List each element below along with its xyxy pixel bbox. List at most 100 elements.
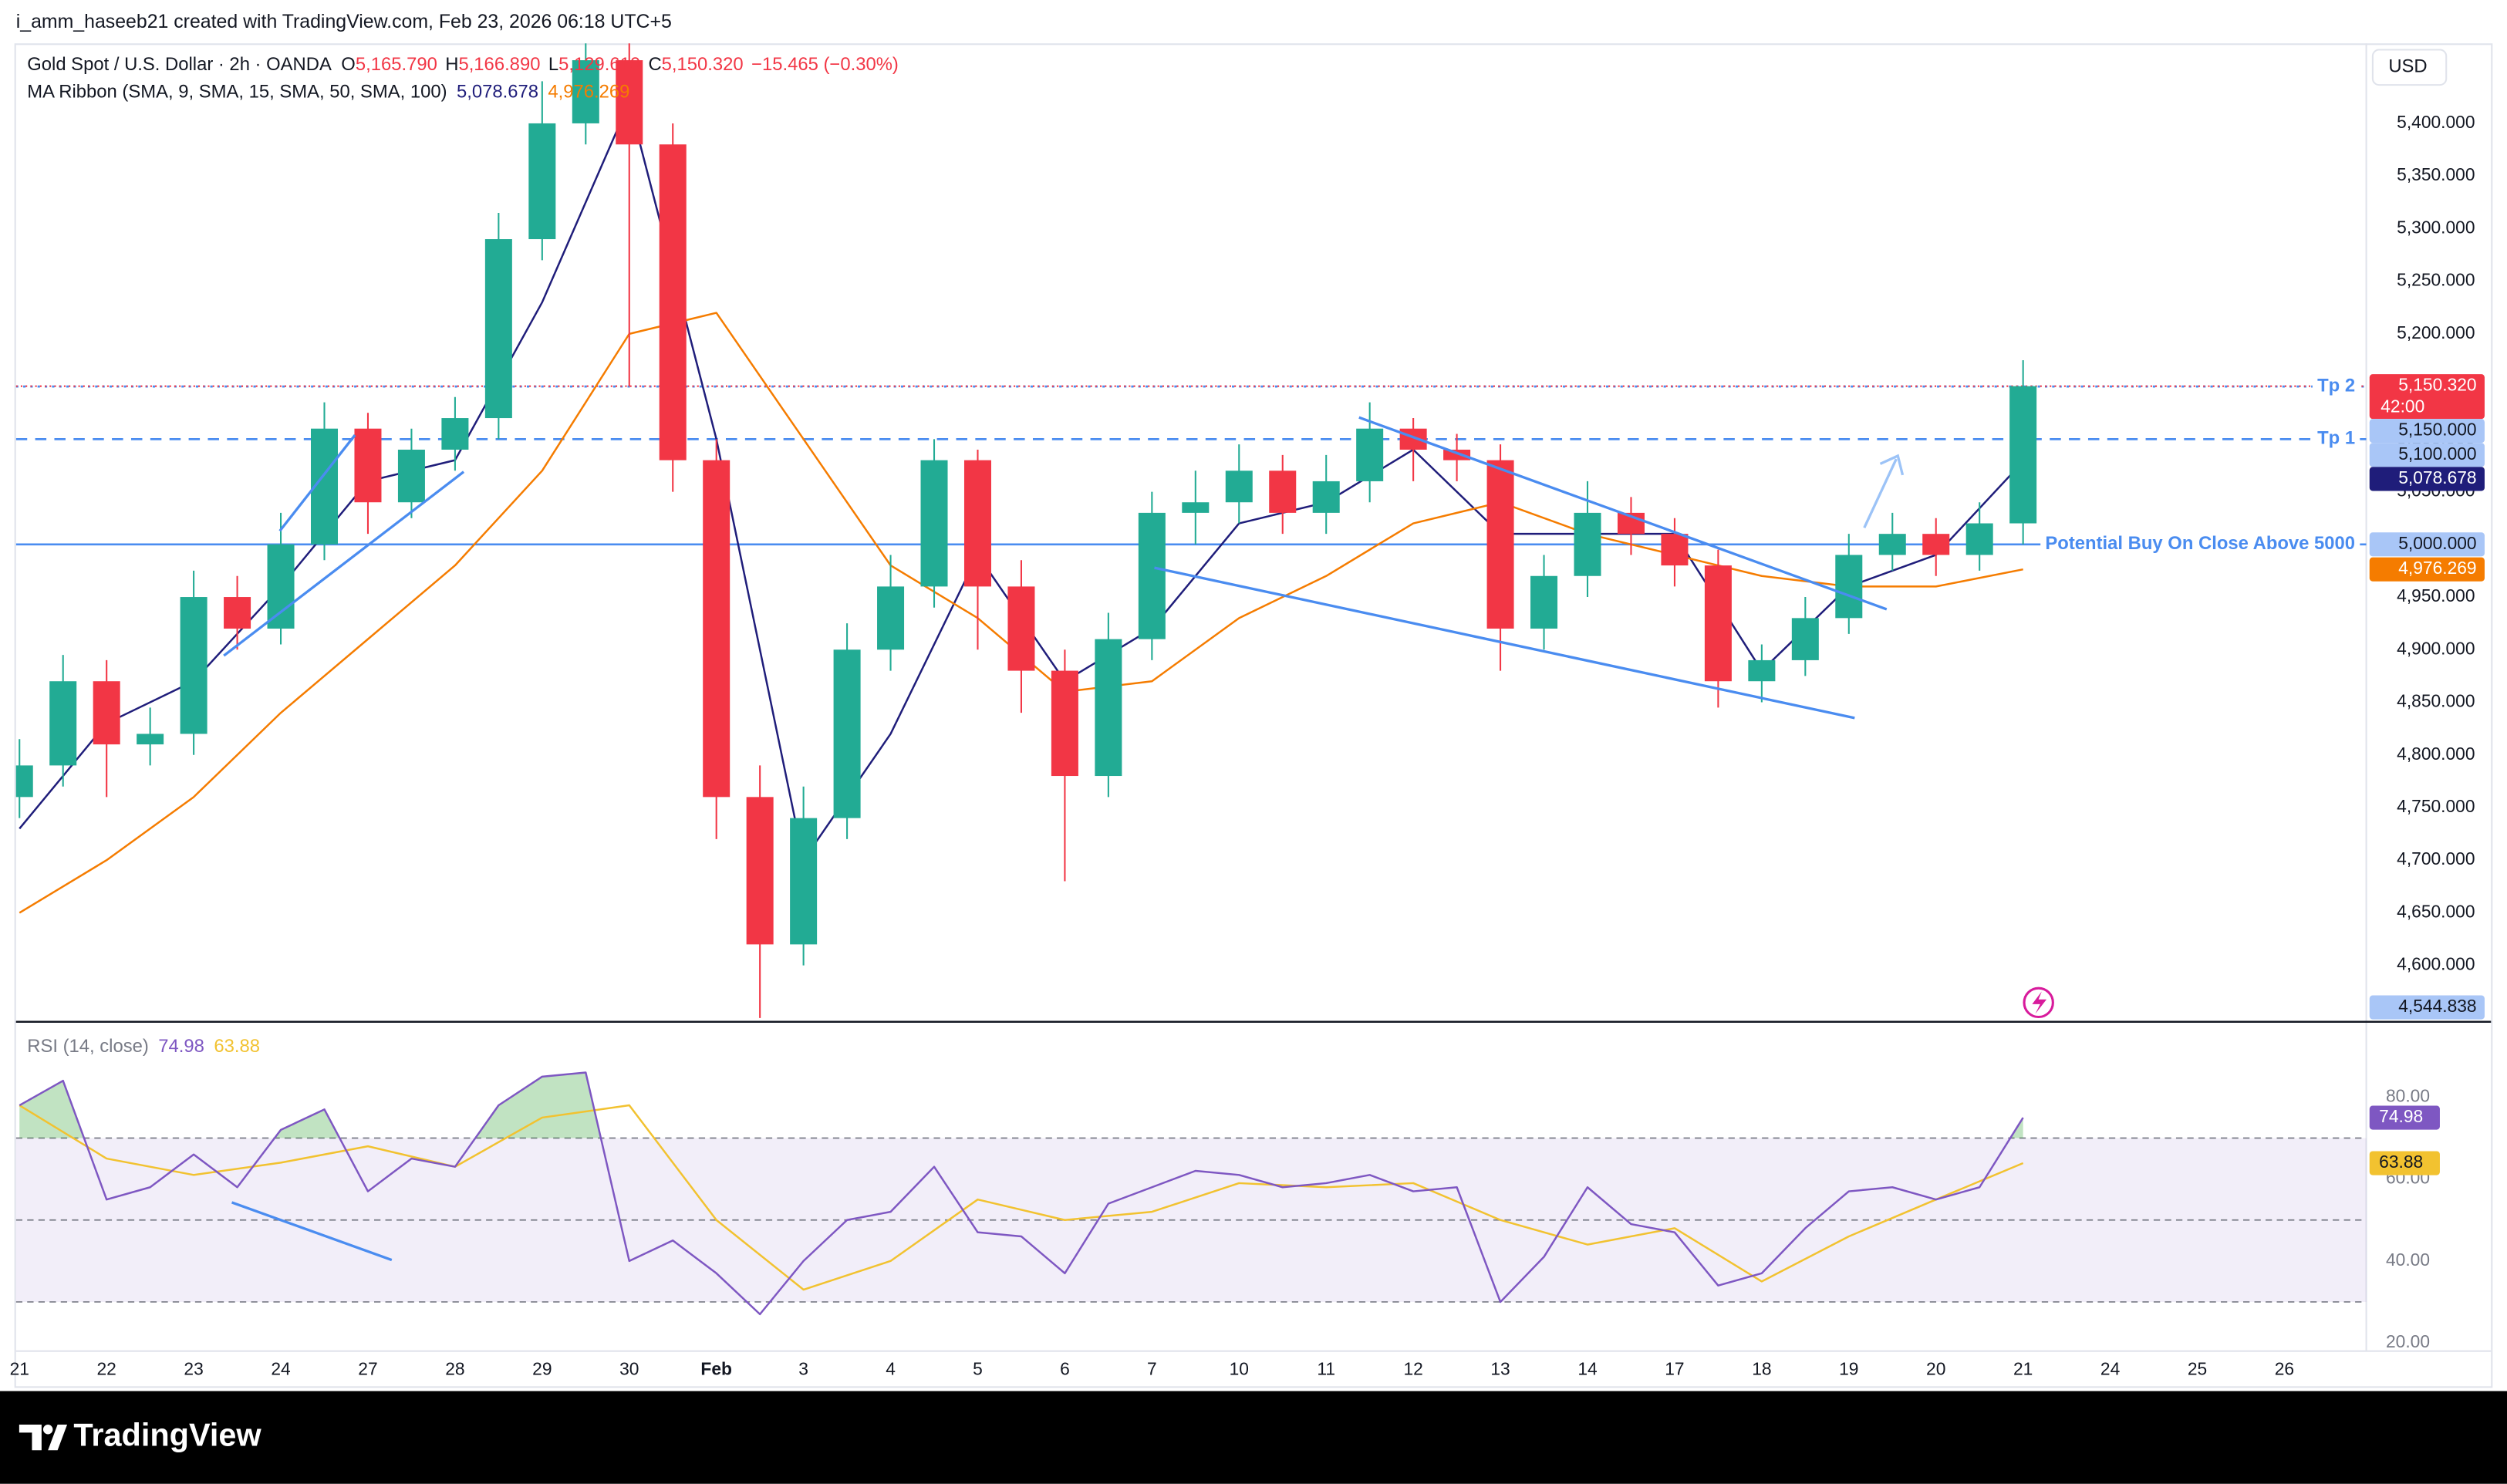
ohlc-value: 5,165.790 — [356, 55, 437, 76]
x-tick-label: 10 — [1230, 1359, 1249, 1379]
ohlc-value: 5,166.890 — [458, 55, 540, 76]
candle-body — [1574, 512, 1601, 576]
brand-logo — [19, 1425, 68, 1451]
y-tick-label: 5,400.000 — [2397, 112, 2475, 132]
trendline — [231, 1201, 393, 1262]
y-tick-label: 5,300.000 — [2397, 217, 2475, 237]
x-tick-label: 26 — [2275, 1359, 2294, 1379]
rsi-label-box — [2369, 1151, 2440, 1175]
trendline — [278, 434, 356, 532]
y-tick-label: 4,750.000 — [2397, 796, 2475, 816]
x-tick-label: 7 — [1147, 1359, 1157, 1379]
candle-body — [93, 681, 120, 745]
candle-body — [746, 797, 774, 945]
x-tick-label: 11 — [1317, 1359, 1335, 1379]
ohlc-value: 5,150.320 — [662, 55, 744, 76]
x-tick-label: 14 — [1577, 1359, 1597, 1379]
candle-body — [1007, 586, 1035, 671]
price-label-box — [2369, 374, 2485, 420]
candle-body — [1748, 659, 1776, 682]
countdown: 42:00 — [2380, 396, 2424, 417]
price-label-box — [2369, 467, 2485, 491]
y-tick-label: 4,850.000 — [2397, 691, 2475, 711]
price-label: 4,544.838 — [2398, 996, 2476, 1016]
y-tick-label: 5,350.000 — [2397, 164, 2475, 184]
ohlc-key: L — [548, 55, 558, 76]
rsi-ma-line — [19, 1104, 2024, 1291]
candle-body — [2009, 386, 2037, 524]
y-tick-label: 4,650.000 — [2397, 901, 2475, 921]
candle-body — [1878, 534, 1906, 555]
x-tick-label: 24 — [2100, 1359, 2120, 1379]
rsi-legend: RSI (14, close) 74.98 63.88 — [27, 1036, 260, 1057]
rsi-label: 63.88 — [2379, 1152, 2423, 1172]
trendline — [1154, 566, 1855, 720]
candle-body — [572, 60, 599, 123]
candle-body — [1486, 460, 1514, 629]
candle-body — [1965, 523, 1993, 555]
price-pane — [15, 43, 2367, 1018]
price-label: 5,150.000 — [2398, 420, 2476, 440]
rsi-tick-label: 20.00 — [2386, 1331, 2430, 1351]
y-tick-label: 4,900.000 — [2397, 638, 2475, 658]
rsi-overbought-fill — [19, 1072, 2023, 1138]
price-label: 5,000.000 — [2398, 533, 2476, 553]
candle-body — [267, 544, 295, 629]
trendline — [1358, 416, 1888, 611]
price-label-box — [2369, 995, 2485, 1020]
rsi-tick-label: 40.00 — [2386, 1250, 2430, 1270]
arrow — [1863, 454, 1905, 528]
candle-body — [1138, 512, 1166, 639]
attribution: i_amm_haseeb21 created with TradingView.… — [16, 11, 672, 32]
level-text: Potential Buy On Close Above 5000 — [2045, 533, 2355, 554]
candle-body — [1225, 470, 1253, 503]
ma-value: 5,078.678 — [457, 82, 538, 103]
ma-legend: MA Ribbon (SMA, 9, SMA, 15, SMA, 50, SMA… — [27, 82, 629, 103]
candle-body — [790, 818, 818, 945]
candle-body — [354, 428, 382, 503]
change: −15.465 (−0.30%) — [751, 55, 899, 76]
level-text-bg — [2040, 531, 2360, 556]
ma-title: MA Ribbon (SMA, 9, SMA, 15, SMA, 50, SMA… — [27, 82, 447, 103]
x-tick-label: 25 — [2188, 1359, 2207, 1379]
rsi-ma-value: 63.88 — [214, 1036, 260, 1057]
level-text-bg — [2312, 373, 2360, 398]
candle-body — [528, 123, 556, 240]
x-tick-label: 12 — [1403, 1359, 1422, 1379]
price-label-box — [2369, 557, 2485, 582]
y-tick-label: 5,200.000 — [2397, 322, 2475, 342]
candle-body — [49, 681, 77, 766]
level-text-bg — [2312, 426, 2360, 450]
x-tick-label: 5 — [973, 1359, 983, 1379]
currency-button[interactable] — [2371, 49, 2448, 86]
candle-body — [703, 460, 731, 798]
y-tick-label: 4,600.000 — [2397, 954, 2475, 974]
candle-body — [1661, 534, 1689, 566]
candle-body — [877, 586, 905, 650]
candle-body — [833, 649, 861, 818]
candle-body — [137, 734, 164, 745]
candle-body — [1791, 618, 1819, 660]
x-tick-label: 21 — [2013, 1359, 2033, 1379]
x-tick-label: 23 — [184, 1359, 203, 1379]
x-tick-label: Feb — [700, 1359, 732, 1379]
x-tick-label: 28 — [445, 1359, 464, 1379]
rsi-label: 74.98 — [2379, 1106, 2423, 1126]
x-tick-label: 3 — [798, 1359, 808, 1379]
candle-body — [1269, 470, 1297, 513]
price-label: 4,976.269 — [2398, 558, 2476, 578]
x-tick-label: 29 — [532, 1359, 552, 1379]
candle-body — [224, 597, 251, 629]
event-icon-bolt — [2032, 991, 2047, 1014]
price-label-box — [2369, 443, 2485, 467]
x-tick-label: 6 — [1060, 1359, 1070, 1379]
x-tick-label: 17 — [1665, 1359, 1684, 1379]
candle-body — [1051, 670, 1078, 777]
ohlc-value: 5,129.610 — [558, 55, 640, 76]
level-text: Tp 1 — [2317, 428, 2355, 449]
drawings — [223, 416, 1905, 1262]
x-tick-label: 19 — [1839, 1359, 1858, 1379]
candle-body — [180, 597, 208, 734]
candle-body — [441, 418, 469, 450]
